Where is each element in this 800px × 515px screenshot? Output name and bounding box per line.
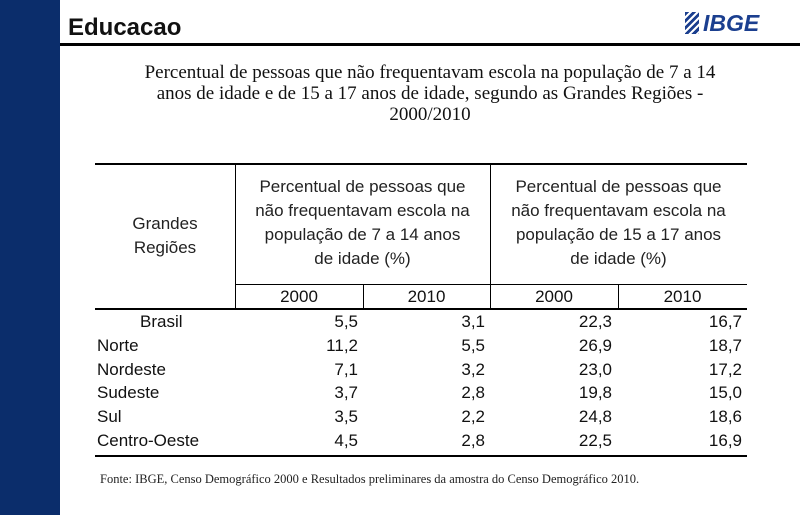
side-bar	[0, 0, 60, 515]
title-line: anos de idade e de 15 a 17 anos de idade…	[156, 83, 704, 104]
row-header: Regiões	[133, 238, 197, 257]
table-cell: 11,2	[326, 335, 358, 355]
table-cell: 24,8	[578, 407, 612, 427]
logo: IBGE	[703, 10, 760, 36]
table-cell: 3,7	[334, 383, 358, 403]
table-cell: 18,7	[708, 335, 742, 355]
region-name: Norte	[97, 335, 139, 355]
table-rule	[235, 284, 747, 285]
table-cell: 3,5	[334, 407, 358, 427]
region-name: Sudeste	[97, 383, 160, 403]
table-cell: 22,5	[578, 431, 612, 450]
table-cell: 3,1	[461, 312, 485, 331]
source-note: Fonte: IBGE, Censo Demográfico 2000 e Re…	[100, 472, 640, 486]
table-cell: 18,6	[708, 407, 742, 427]
row-header: Grandes	[132, 214, 198, 233]
logo-mark	[685, 12, 699, 34]
table-cell: 5,5	[334, 312, 358, 331]
group-header: de idade (%)	[570, 249, 667, 268]
table-cell: 7,1	[334, 359, 358, 379]
table-rule	[95, 163, 747, 165]
table-cell: 22,3	[578, 312, 612, 331]
table-rule	[363, 284, 364, 308]
header-title: Educacao	[68, 14, 182, 41]
title-line: 2000/2010	[389, 104, 471, 125]
region-name: Nordeste	[97, 359, 166, 379]
group-header: população de 15 a 17 anos	[515, 225, 722, 244]
table-cell: 26,9	[578, 335, 612, 355]
title-line: Percentual de pessoas que não frequentav…	[144, 62, 716, 83]
year-header: 2000	[280, 287, 318, 306]
group-header: de idade (%)	[314, 249, 411, 268]
year-header: 2010	[407, 287, 446, 306]
table-cell: 5,5	[461, 335, 485, 355]
header-rule	[60, 43, 800, 46]
table-rule	[618, 284, 619, 308]
group-header: Percentual de pessoas que	[259, 177, 466, 196]
region-name: Brasil	[140, 312, 183, 331]
table-cell: 19,8	[578, 383, 612, 403]
table-cell: 16,7	[708, 312, 742, 331]
year-header: 2000	[535, 287, 573, 306]
table-cell: 4,5	[334, 431, 358, 450]
table-cell: 16,9	[708, 431, 742, 450]
table-rule	[95, 308, 747, 310]
table-cell: 2,8	[461, 383, 485, 403]
group-header: Percentual de pessoas que	[515, 177, 722, 196]
group-header: população de 7 a 14 anos	[264, 225, 461, 244]
table-cell: 2,2	[461, 407, 485, 427]
table-cell: 2,8	[461, 431, 485, 450]
table-rule	[235, 163, 236, 308]
region-name: Sul	[97, 407, 122, 427]
group-header: não frequentavam escola na	[255, 201, 470, 220]
year-header: 2010	[663, 287, 702, 306]
table-cell: 3,2	[461, 359, 485, 379]
table-rule	[490, 163, 491, 308]
table-cell: 15,0	[708, 383, 742, 403]
group-header: não frequentavam escola na	[511, 201, 726, 220]
table-rule	[95, 455, 747, 457]
region-name: Centro-Oeste	[97, 431, 200, 450]
table-cell: 17,2	[708, 359, 742, 379]
table-cell: 23,0	[578, 359, 612, 379]
